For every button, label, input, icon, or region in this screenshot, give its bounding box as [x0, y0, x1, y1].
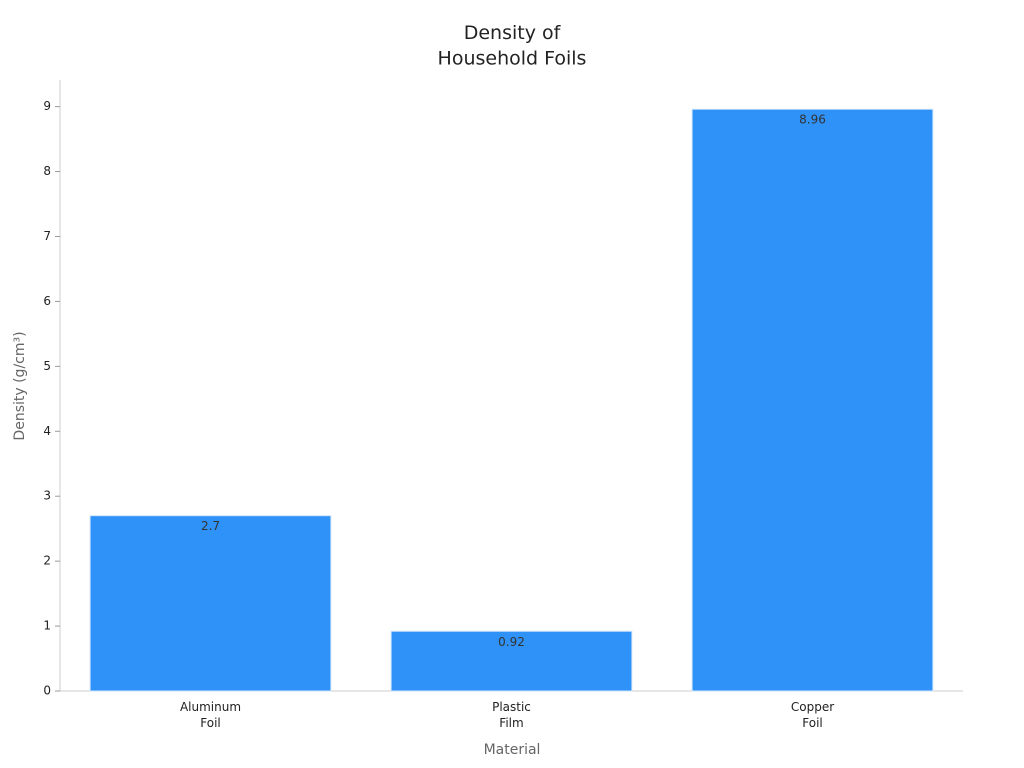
y-tick-label: 0: [43, 684, 51, 698]
bar: [89, 515, 332, 692]
y-tick-label: 2: [43, 554, 51, 568]
y-tick-label: 3: [43, 489, 51, 503]
y-tick-label: 7: [43, 229, 51, 243]
y-axis-title: Density (g/cm³): [12, 331, 28, 440]
data-label: 0.92: [498, 635, 525, 649]
y-tick-label: 4: [43, 424, 51, 438]
data-label: 8.96: [799, 113, 826, 127]
y-tick-label: 1: [43, 619, 51, 633]
x-axis-title: Material: [484, 742, 541, 758]
data-label: 2.7: [201, 519, 220, 533]
bar: [390, 630, 633, 692]
y-tick-label: 9: [43, 99, 51, 113]
bar: [691, 108, 934, 692]
y-tick-label: 6: [43, 294, 51, 308]
x-tick-label: Copper Foil: [791, 700, 834, 730]
y-tick-label: 8: [43, 164, 51, 178]
y-tick-label: 5: [43, 359, 51, 373]
chart-title: Density of Household Foils: [438, 22, 587, 70]
x-tick-label: Aluminum Foil: [180, 700, 241, 730]
x-tick-label: Plastic Film: [492, 700, 531, 730]
